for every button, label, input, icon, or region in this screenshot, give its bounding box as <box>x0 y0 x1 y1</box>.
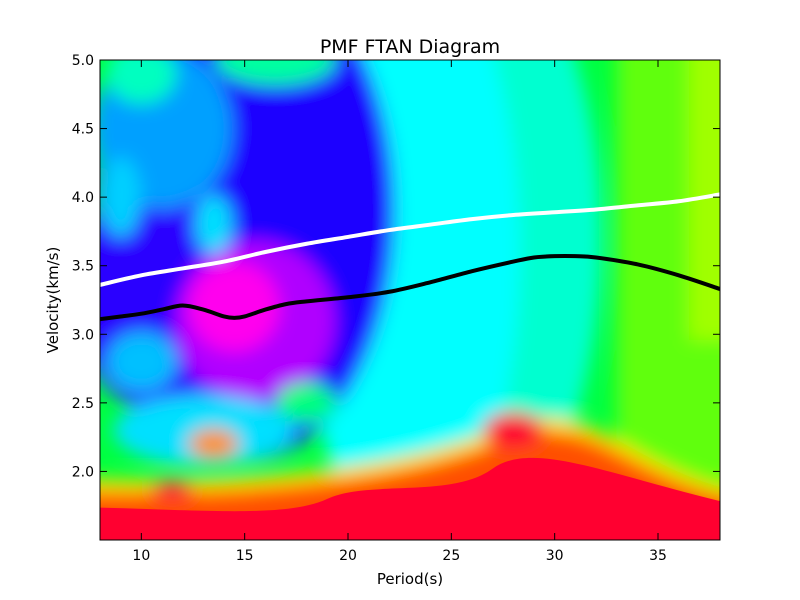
x-tick-label: 30 <box>546 548 564 564</box>
x-tick-label: 10 <box>132 548 150 564</box>
red-spot-small <box>152 481 193 498</box>
y-tick-label: 3.0 <box>72 327 94 343</box>
cyan-spot-mid <box>195 194 232 255</box>
dispersion-curve-2 <box>100 253 720 322</box>
y-tick-label: 5.0 <box>72 53 94 69</box>
red-spot <box>483 412 544 449</box>
cyan-lower <box>113 395 294 466</box>
y-tick-label: 2.0 <box>72 464 94 480</box>
dispersion-curve-1 <box>100 192 720 287</box>
x-tick-label: 35 <box>649 548 667 564</box>
cyan-spot-left <box>106 331 177 392</box>
teal-top <box>215 60 336 85</box>
cyan-spot-top <box>106 60 177 104</box>
x-tick-label: 25 <box>442 548 460 564</box>
y-axis-label: Velocity(km/s) <box>44 247 62 354</box>
dispersion-curves <box>100 192 720 322</box>
magenta-core <box>189 261 280 352</box>
plot-frame <box>99 59 721 541</box>
plot-area <box>100 60 720 540</box>
chart-title: PMF FTAN Diagram <box>320 36 500 58</box>
y-axis: 2.0 2.5 3.0 3.5 4.0 4.5 5.0 <box>72 53 720 480</box>
x-axis: 10 15 20 25 30 35 <box>132 60 667 564</box>
x-tick-label: 20 <box>339 548 357 564</box>
cyan-edge <box>100 157 141 238</box>
ftan-heatmap <box>100 60 720 540</box>
y-tick-label: 2.5 <box>72 396 94 412</box>
x-axis-label: Period(s) <box>377 570 443 588</box>
orange-spot <box>188 429 239 459</box>
y-tick-label: 4.5 <box>72 122 94 138</box>
y-tick-label: 4.0 <box>72 190 94 206</box>
x-tick-label: 15 <box>236 548 254 564</box>
y-tick-label: 3.5 <box>72 259 94 275</box>
green-spot <box>276 382 337 423</box>
